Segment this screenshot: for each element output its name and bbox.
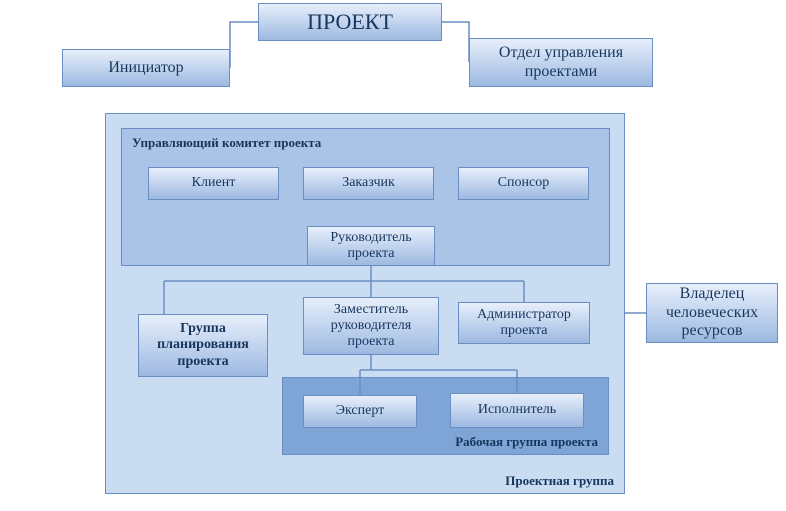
node-deputy-label: Заместитель руководителя проекта bbox=[310, 302, 432, 350]
node-initiator-label: Инициатор bbox=[108, 59, 183, 77]
node-executor: Исполнитель bbox=[450, 393, 584, 428]
panel-project-group-label: Проектная группа bbox=[505, 473, 614, 489]
node-client: Клиент bbox=[148, 167, 279, 200]
node-pmo: Отдел управления проектами bbox=[469, 38, 653, 87]
node-hr-owner-label: Владелец человеческих ресурсов bbox=[653, 285, 771, 340]
node-expert: Эксперт bbox=[303, 395, 417, 428]
node-manager-label: Руководитель проекта bbox=[314, 230, 428, 262]
node-planning-label: Группа планирования проекта bbox=[145, 321, 261, 369]
panel-working-group-label: Рабочая группа проекта bbox=[455, 434, 598, 450]
node-admin-label: Администратор проекта bbox=[465, 307, 583, 339]
node-hr-owner: Владелец человеческих ресурсов bbox=[646, 283, 778, 343]
node-pmo-label: Отдел управления проектами bbox=[476, 44, 646, 81]
node-deputy: Заместитель руководителя проекта bbox=[303, 297, 439, 355]
node-project: ПРОЕКТ bbox=[258, 3, 442, 41]
node-admin: Администратор проекта bbox=[458, 302, 590, 344]
node-project-label: ПРОЕКТ bbox=[307, 9, 393, 34]
node-client-label: Клиент bbox=[192, 175, 236, 191]
node-manager: Руководитель проекта bbox=[307, 226, 435, 266]
node-sponsor: Спонсор bbox=[458, 167, 589, 200]
node-executor-label: Исполнитель bbox=[478, 402, 556, 418]
node-customer: Заказчик bbox=[303, 167, 434, 200]
node-sponsor-label: Спонсор bbox=[498, 175, 550, 191]
node-initiator: Инициатор bbox=[62, 49, 230, 87]
node-expert-label: Эксперт bbox=[336, 403, 385, 419]
panel-steering-label: Управляющий комитет проекта bbox=[132, 135, 321, 151]
node-customer-label: Заказчик bbox=[342, 175, 395, 191]
node-planning: Группа планирования проекта bbox=[138, 314, 268, 377]
